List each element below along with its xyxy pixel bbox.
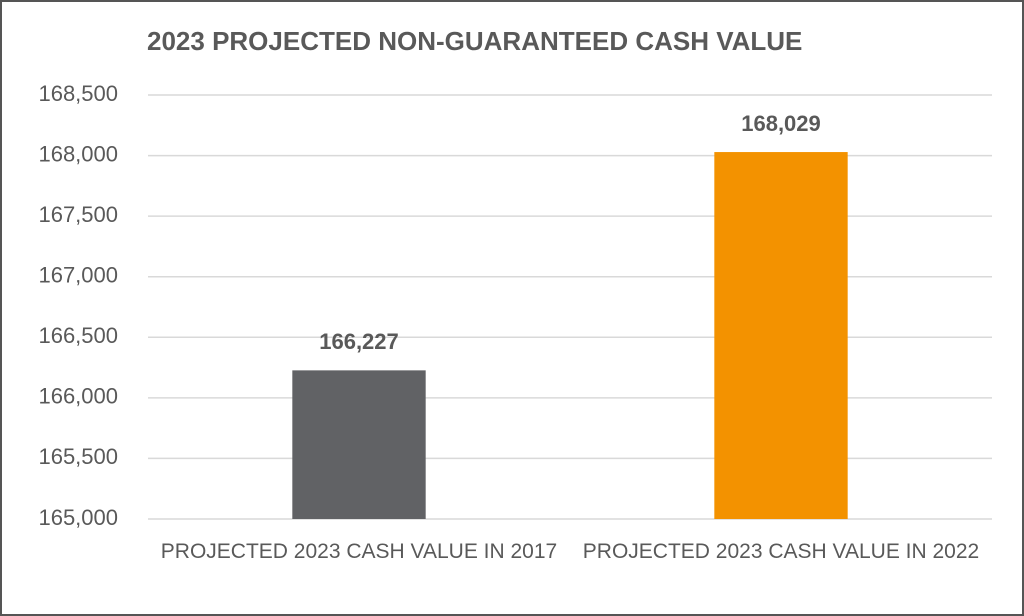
y-tick-label: 168,500 xyxy=(38,81,118,106)
bar xyxy=(714,152,848,519)
value-label: 166,227 xyxy=(319,329,399,354)
value-label: 168,029 xyxy=(741,111,821,136)
y-tick-label: 167,000 xyxy=(38,263,118,288)
y-tick-label: 166,000 xyxy=(38,384,118,409)
y-tick-label: 168,000 xyxy=(38,141,118,166)
chart-title: 2023 PROJECTED NON-GUARANTEED CASH VALUE xyxy=(147,26,802,56)
x-tick-label: PROJECTED 2023 CASH VALUE IN 2022 xyxy=(582,540,980,563)
y-tick-label: 166,500 xyxy=(38,323,118,348)
y-tick-label: 165,000 xyxy=(38,505,118,530)
y-tick-label: 165,500 xyxy=(38,444,118,469)
bar xyxy=(292,370,426,519)
y-tick-label: 167,500 xyxy=(38,202,118,227)
x-tick-label: PROJECTED 2023 CASH VALUE IN 2017 xyxy=(160,540,558,563)
